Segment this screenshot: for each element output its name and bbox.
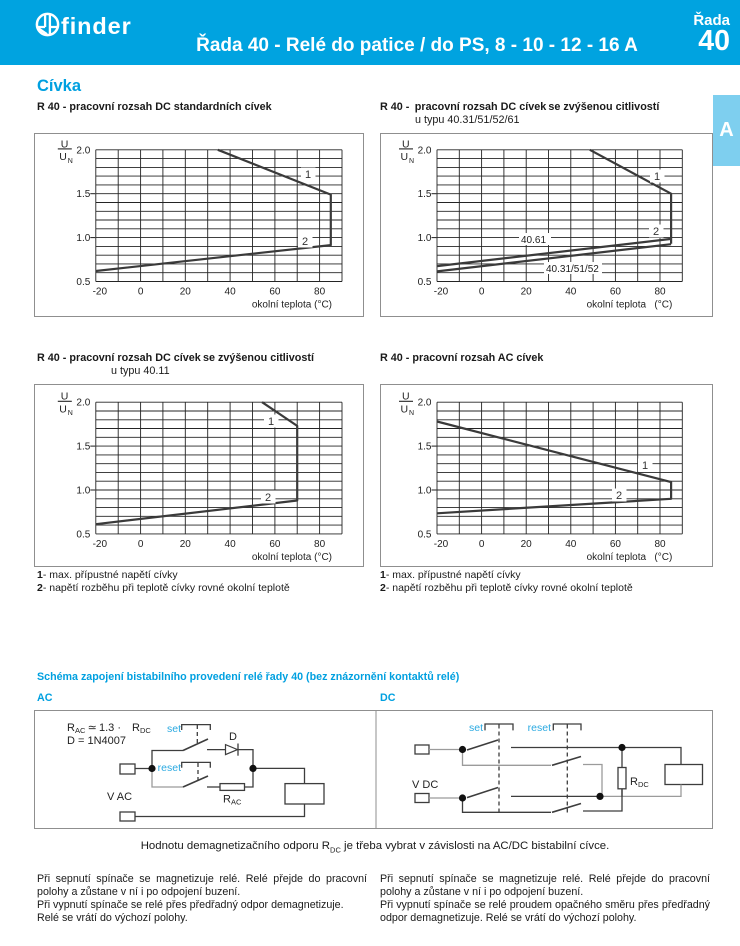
svg-text:1.5: 1.5 — [418, 189, 432, 200]
svg-text:80: 80 — [654, 287, 666, 298]
svg-text:N: N — [68, 410, 73, 417]
svg-text:okolní teplota (°C): okolní teplota (°C) — [252, 552, 332, 563]
svg-text:reset: reset — [158, 762, 181, 774]
svg-text:2.0: 2.0 — [418, 145, 432, 156]
svg-text:60: 60 — [269, 287, 281, 298]
svg-text:2: 2 — [265, 492, 271, 504]
svg-text:60: 60 — [610, 539, 622, 550]
svg-text:okolní teplota (°C): okolní teplota (°C) — [252, 300, 332, 311]
svg-text:20: 20 — [180, 287, 192, 298]
svg-text:V DC: V DC — [412, 779, 438, 791]
svg-text:0.5: 0.5 — [76, 277, 90, 288]
svg-text:20: 20 — [180, 539, 192, 550]
svg-text:60: 60 — [610, 287, 622, 298]
svg-text:RDC: RDC — [630, 776, 649, 789]
svg-text:1.0: 1.0 — [76, 233, 90, 244]
svg-text:0: 0 — [138, 539, 144, 550]
svg-text:okolní teplota (°C): okolní teplota (°C) — [587, 300, 673, 311]
svg-text:finder: finder — [61, 13, 132, 39]
svg-text:40: 40 — [565, 539, 577, 550]
svg-text:2: 2 — [616, 490, 622, 502]
svg-text:N: N — [409, 410, 414, 417]
svg-text:U: U — [59, 151, 67, 163]
svg-text:2.0: 2.0 — [76, 398, 90, 409]
svg-text:U: U — [59, 403, 67, 415]
svg-text:RAC: RAC — [223, 794, 242, 807]
svg-text:1.0: 1.0 — [418, 486, 432, 497]
svg-text:1.5: 1.5 — [76, 442, 90, 453]
svg-text:1.5: 1.5 — [76, 189, 90, 200]
svg-text:60: 60 — [269, 539, 281, 550]
svg-text:U: U — [61, 391, 69, 403]
svg-text:V AC: V AC — [107, 791, 132, 803]
svg-text:okolní teplota (°C): okolní teplota (°C) — [587, 552, 673, 563]
svg-text:1: 1 — [268, 416, 274, 428]
svg-text:U: U — [402, 391, 410, 403]
svg-text:2: 2 — [653, 226, 659, 238]
svg-text:U: U — [61, 138, 69, 150]
svg-text:2.0: 2.0 — [76, 145, 90, 156]
svg-text:0: 0 — [479, 539, 485, 550]
svg-text:40.31/51/52: 40.31/51/52 — [546, 264, 599, 275]
svg-text:20: 20 — [521, 539, 533, 550]
svg-text:80: 80 — [314, 287, 326, 298]
svg-text:1.0: 1.0 — [76, 486, 90, 497]
svg-text:RAC ≃ 1.3 · RDC: RAC ≃ 1.3 · RDC — [67, 722, 151, 735]
svg-text:0: 0 — [138, 287, 144, 298]
svg-text:-20: -20 — [434, 539, 449, 550]
svg-text:20: 20 — [521, 287, 533, 298]
svg-text:40: 40 — [565, 287, 577, 298]
svg-text:1.0: 1.0 — [418, 233, 432, 244]
svg-text:40: 40 — [225, 539, 237, 550]
svg-text:0.5: 0.5 — [418, 277, 432, 288]
svg-text:N: N — [409, 158, 414, 165]
svg-text:N: N — [68, 158, 73, 165]
svg-text:U: U — [401, 403, 409, 415]
svg-text:40.61: 40.61 — [521, 235, 546, 246]
svg-text:set: set — [167, 723, 181, 735]
svg-text:40: 40 — [225, 287, 237, 298]
svg-text:set: set — [469, 722, 483, 734]
svg-text:-20: -20 — [93, 287, 108, 298]
svg-text:-20: -20 — [434, 287, 449, 298]
svg-text:reset: reset — [528, 722, 551, 734]
svg-text:1.5: 1.5 — [418, 442, 432, 453]
svg-text:U: U — [401, 151, 409, 163]
svg-text:1: 1 — [305, 169, 311, 181]
svg-text:1: 1 — [654, 171, 660, 183]
svg-text:80: 80 — [314, 539, 326, 550]
svg-text:0.5: 0.5 — [76, 529, 90, 540]
svg-text:D = 1N4007: D = 1N4007 — [67, 735, 126, 747]
svg-text:2.0: 2.0 — [418, 398, 432, 409]
svg-text:0: 0 — [479, 287, 485, 298]
svg-text:0.5: 0.5 — [418, 529, 432, 540]
svg-text:2: 2 — [302, 236, 308, 248]
svg-text:-20: -20 — [93, 539, 108, 550]
svg-text:1: 1 — [642, 460, 648, 472]
svg-text:U: U — [402, 138, 410, 150]
svg-text:80: 80 — [654, 539, 666, 550]
svg-text:D: D — [229, 731, 237, 743]
